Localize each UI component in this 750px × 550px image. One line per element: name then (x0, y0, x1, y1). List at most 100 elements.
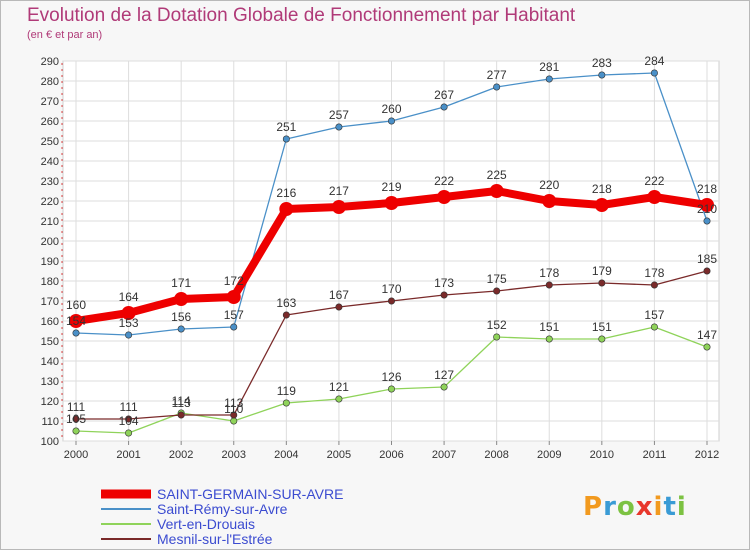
data-point-saint-r-my-sur-avre (230, 323, 238, 331)
data-label-saint-r-my-sur-avre: 257 (329, 108, 349, 122)
data-point-saint-r-my-sur-avre (703, 217, 711, 225)
data-label-saint-germain-sur-avre: 164 (119, 290, 139, 304)
data-point-mesnil-sur-l-estr-e (703, 267, 711, 275)
x-tick-label: 2007 (432, 449, 456, 461)
logo-letter: i (653, 492, 664, 522)
data-label-mesnil-sur-l-estr-e: 178 (644, 266, 664, 280)
y-tick-label: 170 (41, 296, 59, 308)
y-tick-label: 190 (41, 256, 59, 268)
data-label-mesnil-sur-l-estr-e: 173 (434, 276, 454, 290)
data-label-vert-en-drouais: 110 (224, 402, 243, 416)
y-tick-label: 110 (41, 416, 59, 428)
data-label-saint-germain-sur-avre: 217 (329, 184, 349, 198)
y-tick-label: 250 (41, 136, 59, 148)
data-label-saint-r-my-sur-avre: 283 (592, 56, 612, 70)
data-point-saint-r-my-sur-avre (545, 75, 553, 83)
chart-subtitle: (en € et par an) (27, 29, 103, 41)
x-tick-label: 2005 (327, 449, 351, 461)
data-label-mesnil-sur-l-estr-e: 111 (67, 400, 86, 414)
x-tick-label: 2009 (537, 449, 561, 461)
data-label-vert-en-drouais: 114 (172, 394, 191, 408)
data-point-mesnil-sur-l-estr-e (335, 303, 343, 311)
data-point-saint-germain-sur-avre (700, 198, 714, 212)
legend-label-saint-germain-sur-avre: SAINT-GERMAIN-SUR-AVRE (157, 486, 344, 502)
data-point-mesnil-sur-l-estr-e (545, 281, 553, 289)
data-point-vert-en-drouais (440, 383, 448, 391)
y-tick-label: 210 (41, 216, 59, 228)
data-point-vert-en-drouais (335, 395, 343, 403)
legend-label-saint-remy-sur-avre: Saint-Rémy-sur-Avre (157, 501, 288, 517)
chart-title: Evolution de la Dotation Globale de Fonc… (27, 5, 576, 26)
data-label-vert-en-drouais: 157 (644, 308, 664, 322)
logo-letter: x (635, 492, 654, 522)
data-label-saint-germain-sur-avre: 219 (381, 180, 401, 194)
x-tick-label: 2008 (484, 449, 508, 461)
logo-letter: i (676, 492, 687, 522)
y-tick-label: 120 (41, 396, 59, 408)
data-point-vert-en-drouais (230, 417, 238, 425)
data-point-mesnil-sur-l-estr-e (650, 281, 658, 289)
data-label-saint-germain-sur-avre: 222 (644, 174, 664, 188)
data-label-mesnil-sur-l-estr-e: 175 (487, 272, 507, 286)
data-label-saint-germain-sur-avre: 160 (66, 298, 86, 312)
data-label-saint-germain-sur-avre: 218 (592, 182, 612, 196)
data-point-saint-r-my-sur-avre (125, 331, 133, 339)
proxiti-logo: Proxiti (583, 492, 687, 522)
data-label-saint-germain-sur-avre: 220 (539, 178, 559, 192)
data-point-vert-en-drouais (72, 427, 80, 435)
data-label-vert-en-drouais: 151 (592, 320, 612, 334)
data-point-saint-r-my-sur-avre (335, 123, 343, 131)
data-point-vert-en-drouais (387, 385, 395, 393)
data-label-mesnil-sur-l-estr-e: 170 (381, 282, 401, 296)
data-label-saint-r-my-sur-avre: 156 (171, 310, 191, 324)
data-point-vert-en-drouais (545, 335, 553, 343)
data-point-mesnil-sur-l-estr-e (387, 297, 395, 305)
data-label-saint-r-my-sur-avre: 267 (434, 88, 454, 102)
data-label-vert-en-drouais: 126 (381, 370, 401, 384)
data-point-vert-en-drouais (493, 333, 501, 341)
data-point-saint-germain-sur-avre (437, 190, 452, 204)
legend-item-mesnil-sur-lestree: Mesnil-sur-l'Estrée (101, 531, 272, 547)
x-tick-label: 2003 (222, 449, 246, 461)
x-tick-label: 2011 (643, 449, 667, 461)
data-label-saint-r-my-sur-avre: 260 (381, 102, 401, 116)
data-point-mesnil-sur-l-estr-e (177, 411, 185, 419)
y-tick-label: 230 (41, 176, 59, 188)
y-tick-label: 160 (41, 316, 59, 328)
data-point-mesnil-sur-l-estr-e (125, 415, 133, 423)
data-point-vert-en-drouais (650, 323, 658, 331)
data-point-mesnil-sur-l-estr-e (493, 287, 501, 295)
logo-letter: r (603, 492, 617, 522)
data-label-saint-germain-sur-avre: 172 (224, 274, 244, 288)
data-point-saint-germain-sur-avre (279, 202, 294, 216)
data-point-saint-r-my-sur-avre (598, 71, 606, 79)
x-tick-label: 2006 (379, 449, 403, 461)
y-tick-label: 150 (41, 336, 59, 348)
y-tick-label: 140 (41, 356, 59, 368)
data-label-mesnil-sur-l-estr-e: 178 (539, 266, 559, 280)
legend-label-vert-en-drouais: Vert-en-Drouais (157, 516, 256, 532)
data-point-saint-germain-sur-avre (647, 190, 662, 204)
y-tick-label: 270 (41, 96, 59, 108)
y-tick-label: 220 (41, 196, 59, 208)
data-label-saint-germain-sur-avre: 225 (487, 168, 507, 182)
data-point-vert-en-drouais (125, 429, 133, 437)
data-point-saint-germain-sur-avre (384, 196, 399, 210)
data-point-saint-r-my-sur-avre (440, 103, 448, 111)
data-point-mesnil-sur-l-estr-e (282, 311, 290, 319)
y-tick-label: 180 (41, 276, 59, 288)
data-label-saint-r-my-sur-avre: 154 (66, 314, 86, 328)
data-label-saint-r-my-sur-avre: 277 (487, 68, 507, 82)
data-point-saint-germain-sur-avre (226, 290, 241, 304)
data-point-saint-germain-sur-avre (69, 314, 83, 328)
data-point-saint-r-my-sur-avre (650, 69, 658, 77)
y-tick-label: 240 (41, 156, 59, 168)
x-tick-label: 2004 (274, 449, 298, 461)
data-point-saint-germain-sur-avre (489, 184, 504, 198)
legend-item-saint-germain-sur-avre: SAINT-GERMAIN-SUR-AVRE (101, 486, 343, 502)
data-label-vert-en-drouais: 152 (487, 318, 507, 332)
data-label-saint-germain-sur-avre: 216 (276, 186, 296, 200)
legend-swatch-vert-en-drouais (101, 523, 151, 525)
